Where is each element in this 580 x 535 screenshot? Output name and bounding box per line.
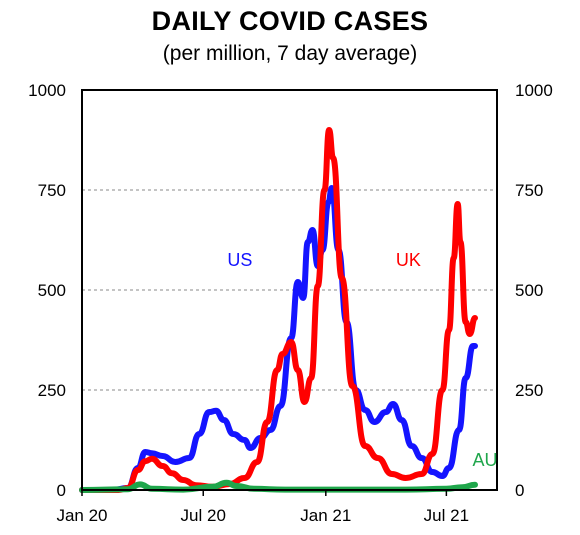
y-tick-label-left: 1000 [28, 81, 66, 100]
plot-frame [81, 89, 498, 491]
y-tick-label-right: 250 [515, 381, 543, 400]
x-tick-label: Jan 20 [56, 506, 107, 525]
series-line-au [79, 479, 478, 493]
y-tick-label-right: 0 [515, 481, 524, 500]
series-label-us: US [227, 250, 252, 270]
y-tick-label-left: 750 [38, 181, 66, 200]
y-tick-label-right: 750 [515, 181, 543, 200]
chart-subtitle: (per million, 7 day average) [162, 42, 418, 65]
x-tick-label: Jan 21 [300, 506, 351, 525]
series-label-au: AU [473, 450, 498, 470]
y-tick-label-left: 500 [38, 281, 66, 300]
series-lines [79, 127, 478, 493]
series-labels: US UK AU [227, 250, 497, 470]
series-label-uk: UK [396, 250, 421, 270]
series-line-uk [79, 127, 478, 493]
x-tick-label: Jul 21 [424, 506, 469, 525]
y-tick-label-right: 500 [515, 281, 543, 300]
series-line-us [79, 185, 478, 493]
y-tick-label-right: 1000 [515, 81, 553, 100]
y-tick-label-left: 250 [38, 381, 66, 400]
y-tick-label-left: 0 [57, 481, 66, 500]
x-tick-label: Jul 20 [181, 506, 226, 525]
chart-title: DAILY COVID CASES [151, 6, 429, 36]
axis-ticks: 0 0 250 250 500 500 750 750 1000 1000 Jan 20 Jul 20… [28, 81, 553, 525]
